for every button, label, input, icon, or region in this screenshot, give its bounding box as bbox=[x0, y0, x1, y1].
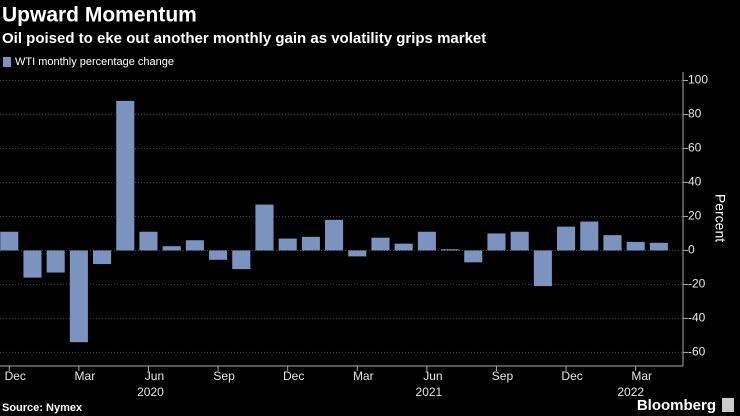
x-tick-label: Mar bbox=[631, 369, 652, 383]
y-tick-label: -40 bbox=[688, 311, 706, 325]
legend-label: WTI monthly percentage change bbox=[15, 56, 174, 68]
x-tick-label: Dec bbox=[5, 369, 26, 383]
bar bbox=[209, 250, 228, 260]
y-tick-label: 80 bbox=[688, 107, 702, 121]
y-tick-label: -20 bbox=[688, 277, 706, 291]
x-group-label: 2020 bbox=[137, 385, 164, 399]
legend-swatch bbox=[3, 57, 11, 67]
y-tick-label: -60 bbox=[688, 345, 706, 359]
bar bbox=[232, 250, 251, 270]
x-tick-label: Mar bbox=[353, 369, 374, 383]
x-tick-label: Dec bbox=[561, 369, 582, 383]
y-axis-label: Percent bbox=[712, 194, 728, 242]
bar bbox=[441, 249, 460, 251]
bar bbox=[139, 231, 158, 251]
brand: Bloomberg bbox=[637, 397, 716, 414]
x-tick-label: Sep bbox=[492, 369, 514, 383]
chart-title: Upward Momentum bbox=[2, 4, 197, 27]
x-tick-label: Dec bbox=[283, 369, 304, 383]
bar bbox=[93, 250, 112, 265]
chart-subtitle: Oil poised to eke out another monthly ga… bbox=[2, 30, 486, 47]
bar bbox=[325, 219, 344, 251]
bar bbox=[0, 231, 19, 251]
bar bbox=[557, 226, 576, 251]
bar bbox=[348, 250, 367, 257]
y-tick-label: 60 bbox=[688, 141, 702, 155]
bar bbox=[417, 231, 436, 251]
bar bbox=[649, 242, 668, 251]
bar bbox=[69, 250, 88, 343]
bar bbox=[487, 233, 506, 251]
y-tick-label: 20 bbox=[688, 209, 702, 223]
x-tick-label: Jun bbox=[145, 369, 164, 383]
x-tick-label: Sep bbox=[213, 369, 235, 383]
x-group-label: 2022 bbox=[617, 385, 644, 399]
bar bbox=[185, 240, 204, 251]
brand-icon bbox=[722, 398, 734, 412]
y-tick-label: 0 bbox=[688, 243, 695, 257]
bar bbox=[255, 204, 274, 251]
source: Source: Nymex bbox=[2, 402, 83, 414]
bar bbox=[116, 100, 135, 251]
y-tick-label: 100 bbox=[688, 73, 708, 87]
y-tick-label: 40 bbox=[688, 175, 702, 189]
bar bbox=[580, 221, 599, 251]
bar bbox=[464, 250, 483, 263]
bar bbox=[603, 235, 622, 251]
bar bbox=[278, 238, 297, 251]
x-tick-label: Mar bbox=[75, 369, 96, 383]
bar bbox=[46, 250, 65, 273]
bar bbox=[162, 246, 181, 251]
bar bbox=[301, 236, 320, 251]
x-group-label: 2021 bbox=[416, 385, 443, 399]
bar bbox=[626, 241, 645, 251]
bar bbox=[394, 243, 413, 251]
bar bbox=[533, 250, 552, 287]
bar bbox=[510, 231, 529, 251]
bar bbox=[23, 250, 42, 278]
x-tick-label: Jun bbox=[423, 369, 442, 383]
bar bbox=[371, 237, 390, 251]
